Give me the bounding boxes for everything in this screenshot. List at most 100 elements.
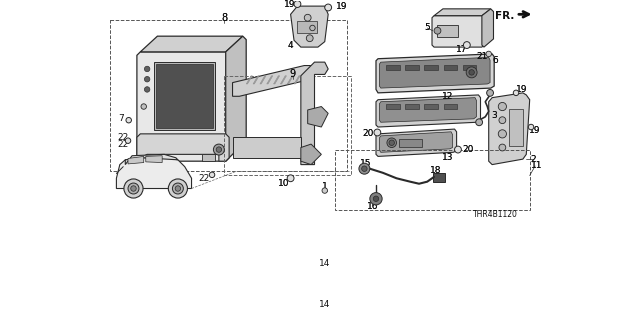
Text: 19: 19 [529, 126, 541, 135]
Polygon shape [273, 76, 280, 84]
Text: 8: 8 [221, 13, 227, 23]
Bar [509, 108, 523, 146]
Circle shape [359, 163, 370, 174]
Bar [225, 76, 351, 175]
Bar [463, 65, 476, 70]
Circle shape [499, 117, 506, 124]
Text: 19: 19 [336, 2, 348, 11]
Text: 18: 18 [429, 165, 441, 175]
Bar [154, 62, 216, 131]
Text: 7: 7 [118, 114, 124, 123]
Circle shape [304, 14, 311, 21]
Circle shape [466, 67, 477, 78]
Polygon shape [380, 57, 490, 88]
Text: 16: 16 [367, 203, 378, 212]
Text: FR.: FR. [495, 11, 514, 21]
Bar [405, 105, 419, 108]
Polygon shape [301, 62, 328, 164]
Polygon shape [116, 158, 191, 188]
Text: 17: 17 [456, 45, 467, 54]
Circle shape [145, 76, 150, 82]
Polygon shape [125, 154, 178, 164]
Text: 16: 16 [367, 203, 378, 212]
Text: 19: 19 [336, 2, 348, 11]
Circle shape [131, 186, 136, 191]
Text: 15: 15 [360, 159, 371, 168]
Text: 20: 20 [363, 129, 374, 138]
Circle shape [175, 186, 180, 191]
Text: 18: 18 [429, 165, 441, 175]
Circle shape [126, 117, 131, 123]
Polygon shape [267, 76, 273, 84]
Text: 5: 5 [424, 23, 430, 32]
Circle shape [499, 130, 506, 138]
Circle shape [209, 172, 215, 178]
Bar [444, 65, 458, 70]
Text: 19: 19 [284, 0, 295, 9]
Text: 19: 19 [529, 126, 541, 135]
Text: 12: 12 [442, 92, 453, 101]
Polygon shape [287, 76, 293, 84]
Text: 17: 17 [456, 45, 467, 54]
Circle shape [476, 119, 483, 126]
Polygon shape [380, 98, 476, 122]
Circle shape [373, 196, 379, 202]
Text: 4: 4 [288, 41, 293, 50]
Circle shape [145, 66, 150, 72]
Circle shape [499, 144, 506, 151]
Circle shape [463, 42, 470, 48]
Circle shape [529, 124, 534, 130]
Text: 6: 6 [493, 56, 499, 65]
Text: 11: 11 [531, 162, 542, 171]
Circle shape [310, 25, 315, 31]
Text: 8: 8 [221, 13, 227, 23]
Circle shape [469, 70, 474, 75]
Text: 20: 20 [463, 145, 474, 154]
Polygon shape [246, 76, 252, 84]
Text: 3: 3 [492, 111, 497, 120]
Text: 12: 12 [442, 92, 453, 101]
Text: 2: 2 [531, 155, 536, 164]
Polygon shape [280, 76, 287, 84]
Text: 9: 9 [289, 69, 296, 79]
Bar [386, 65, 400, 70]
Polygon shape [434, 9, 491, 16]
Bar [202, 154, 216, 161]
Text: 22: 22 [118, 140, 129, 148]
Text: 10: 10 [278, 179, 289, 188]
Bar [424, 105, 438, 108]
Circle shape [322, 188, 328, 193]
Circle shape [145, 87, 150, 92]
Text: 21: 21 [476, 52, 488, 61]
Circle shape [370, 193, 382, 205]
Polygon shape [376, 54, 494, 93]
Circle shape [294, 1, 301, 7]
Text: 22: 22 [118, 133, 129, 142]
Text: 2: 2 [531, 155, 536, 164]
Circle shape [128, 183, 139, 194]
Circle shape [324, 4, 332, 11]
Bar [433, 173, 445, 182]
Text: 21: 21 [476, 52, 488, 61]
Circle shape [168, 179, 188, 198]
Text: 11: 11 [531, 162, 542, 171]
Text: 22: 22 [198, 174, 209, 183]
Circle shape [307, 35, 313, 42]
Bar [156, 64, 213, 128]
Text: 5: 5 [424, 23, 430, 32]
Bar [444, 105, 458, 108]
Polygon shape [232, 137, 301, 158]
Bar [386, 105, 400, 108]
Polygon shape [226, 36, 246, 161]
Circle shape [213, 144, 225, 155]
Polygon shape [232, 66, 311, 96]
Polygon shape [308, 107, 328, 127]
Circle shape [434, 27, 441, 34]
Circle shape [124, 179, 143, 198]
Polygon shape [128, 156, 144, 164]
Circle shape [387, 138, 397, 148]
Text: 1: 1 [322, 182, 328, 191]
Text: 13: 13 [442, 153, 454, 162]
Text: 9: 9 [289, 69, 296, 79]
Text: 19: 19 [516, 85, 527, 94]
